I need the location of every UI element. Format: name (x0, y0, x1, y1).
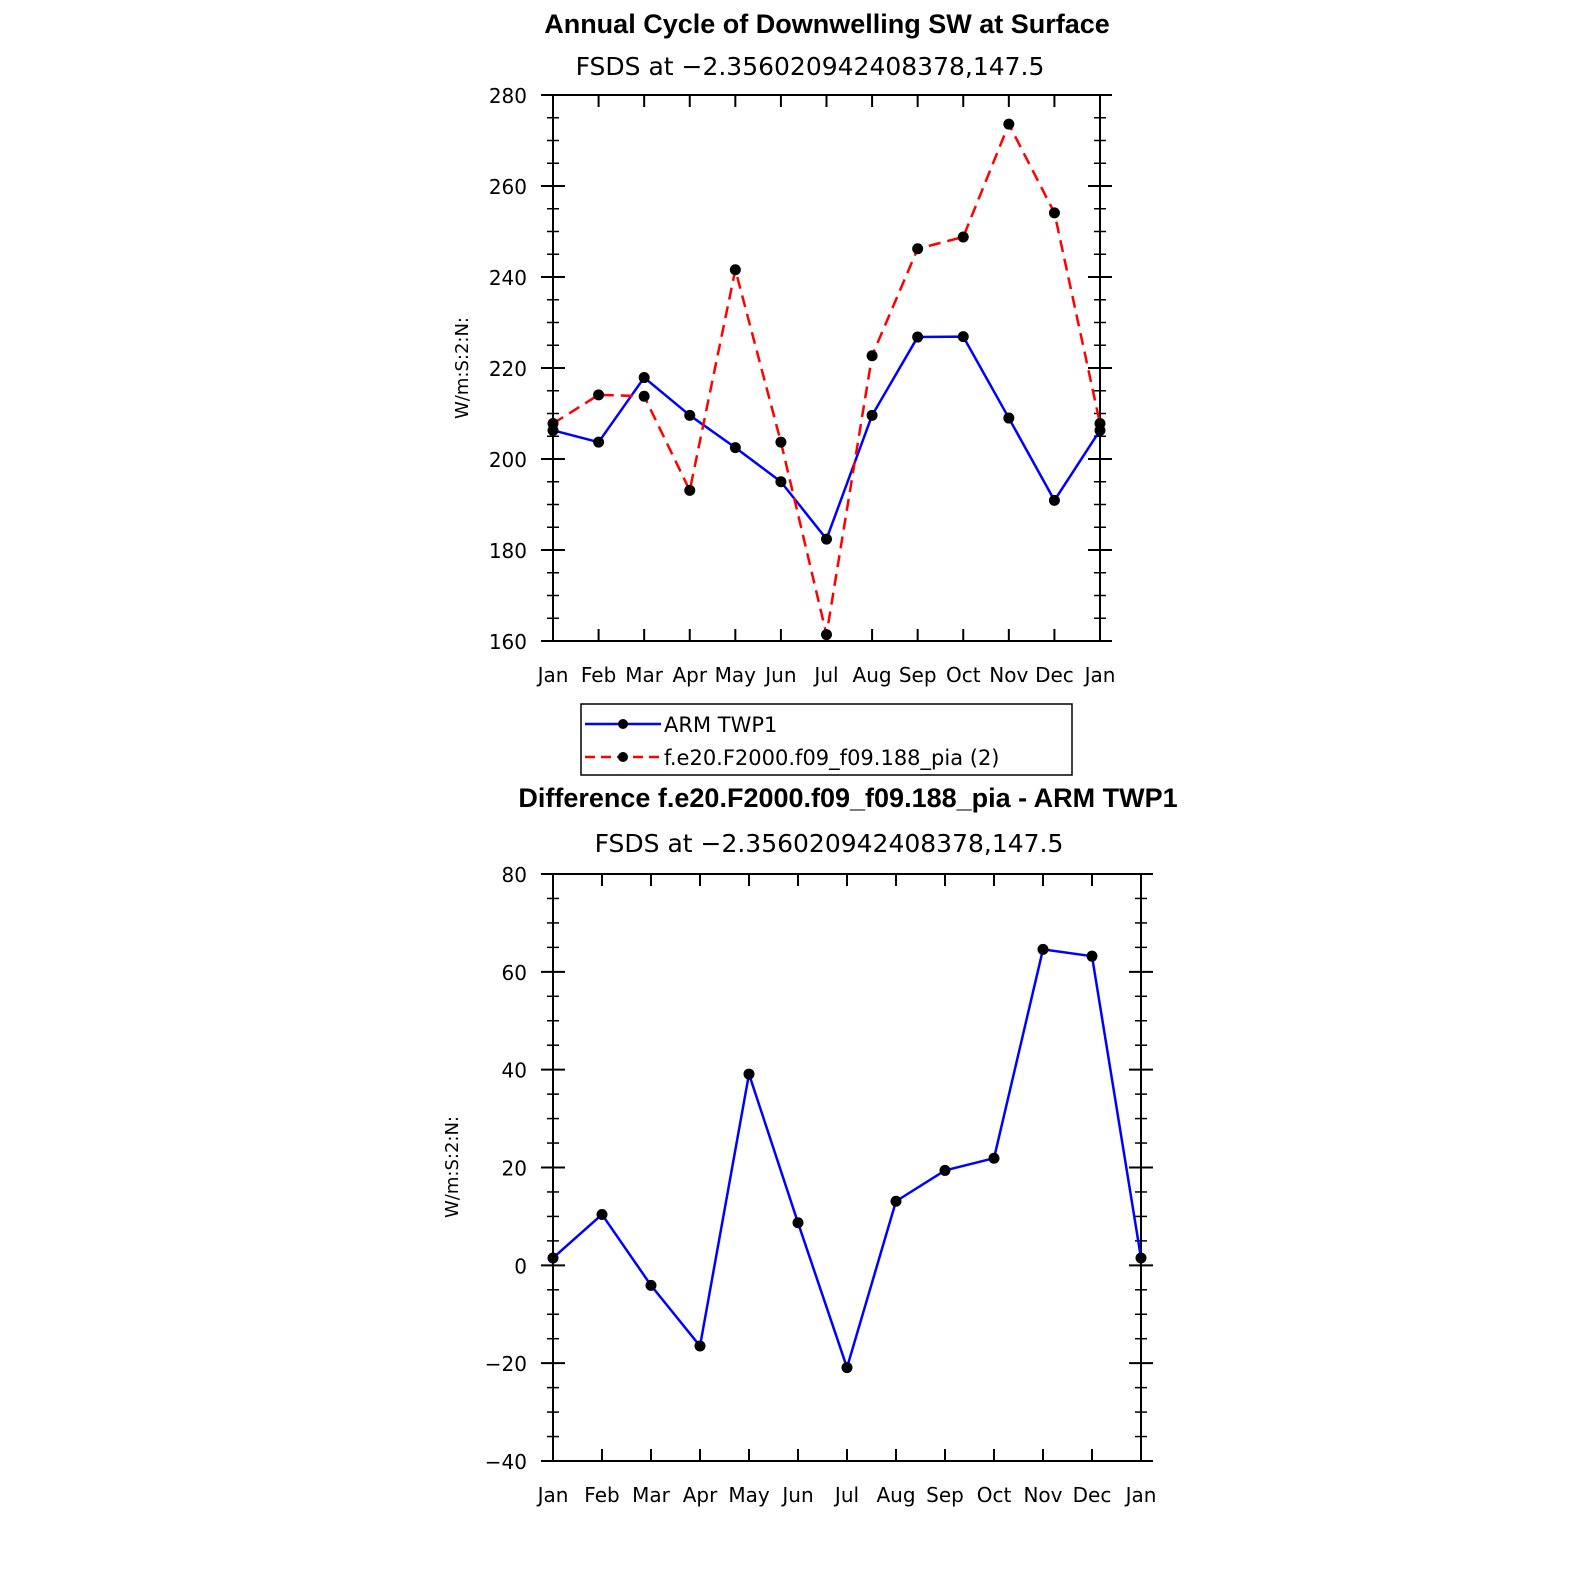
x-tick-label: Nov (989, 663, 1028, 687)
data-point-s0 (1135, 1252, 1147, 1264)
series-line-1 (552, 122, 1102, 636)
data-point-s1 (684, 484, 696, 496)
data-point-s0 (939, 1164, 951, 1176)
series-line-0 (552, 948, 1143, 1369)
legend-label-model: f.e20.F2000.f09_f09.188_pia (2) (664, 746, 1000, 771)
data-point-s0 (1003, 412, 1015, 424)
data-point-s0 (866, 409, 878, 421)
data-point-s1 (593, 389, 605, 401)
data-point-s1 (547, 418, 559, 430)
y-tick-label: −40 (485, 1450, 527, 1474)
x-tick-label: Apr (683, 1483, 718, 1507)
x-tick-label: Sep (899, 663, 937, 687)
chart-bottom-ylabel: W/m:S:2:N: (442, 1116, 463, 1218)
data-point-s0 (593, 436, 605, 448)
chart-top-title: Annual Cycle of Downwelling SW at Surfac… (544, 9, 1110, 39)
x-tick-label: Jun (763, 663, 796, 687)
data-point-s0 (596, 1208, 608, 1220)
y-tick-label: 160 (489, 630, 527, 654)
data-point-s0 (912, 331, 924, 343)
x-tick-label: May (715, 663, 757, 687)
data-point-s0 (841, 1362, 853, 1374)
y-tick-label: 200 (489, 448, 527, 472)
data-point-s1 (912, 243, 924, 255)
legend-box (580, 703, 1073, 776)
x-tick-label: May (728, 1483, 770, 1507)
x-tick-label: Jul (833, 1483, 859, 1507)
data-point-s0 (1086, 950, 1098, 962)
y-tick-label: 280 (489, 84, 527, 108)
x-tick-label: Jun (780, 1483, 813, 1507)
x-tick-label: Mar (625, 663, 664, 687)
legend-marker-model (618, 752, 628, 762)
chart-bottom-plot-area: Jan Feb Mar Apr May Jun Jul Aug Sep Oct Nov Dec Jan−… (485, 863, 1157, 1507)
y-tick-label: 240 (489, 266, 527, 290)
x-tick-label: Oct (977, 1483, 1012, 1507)
legend-marker-arm-twp1 (618, 719, 628, 729)
x-tick-label: Apr (672, 663, 707, 687)
chart-top-legend: ARM TWP1 f.e20.F2000.f09_f09.188_pia (2) (580, 703, 1073, 776)
data-point-s0 (775, 476, 787, 488)
data-point-s0 (1037, 943, 1049, 955)
y-tick-label: −20 (485, 1352, 527, 1376)
data-point-s1 (638, 390, 650, 402)
y-tick-label: 220 (489, 357, 527, 381)
x-tick-label: Feb (581, 663, 616, 687)
data-point-s0 (694, 1340, 706, 1352)
data-point-s1 (1094, 418, 1106, 430)
chart-bottom: Difference f.e20.F2000.f09_f09.188_pia -… (442, 783, 1178, 1507)
x-tick-label: Oct (946, 663, 981, 687)
data-point-s1 (729, 264, 741, 276)
data-point-s0 (821, 533, 832, 545)
chart-bottom-title: Difference f.e20.F2000.f09_f09.188_pia -… (518, 783, 1177, 813)
chart-top-subtitle: FSDS at −2.356020942408378,147.5 (576, 52, 1045, 81)
data-point-s1 (821, 629, 832, 641)
data-point-s0 (1048, 494, 1060, 506)
plot-frame (552, 94, 1101, 642)
data-point-s1 (957, 231, 969, 243)
y-tick-label: 20 (502, 1157, 527, 1181)
y-tick-label: 180 (489, 539, 527, 563)
x-tick-label: Aug (876, 1483, 915, 1507)
x-tick-label: Jan (1083, 663, 1116, 687)
x-tick-label: Sep (926, 1483, 964, 1507)
y-tick-label: 60 (502, 961, 527, 985)
x-tick-label: Jan (536, 663, 569, 687)
x-tick-label: Jul (812, 663, 838, 687)
data-point-s0 (988, 1152, 1000, 1164)
chart-bottom-subtitle: FSDS at −2.356020942408378,147.5 (595, 829, 1064, 858)
x-tick-label: Dec (1073, 1483, 1112, 1507)
x-tick-label: Jan (1124, 1483, 1157, 1507)
data-point-s0 (638, 372, 650, 384)
data-point-s1 (866, 350, 878, 362)
x-tick-label: Feb (584, 1483, 619, 1507)
data-point-s0 (792, 1217, 804, 1229)
data-point-s0 (645, 1279, 657, 1291)
y-tick-label: 40 (502, 1059, 527, 1083)
data-point-s0 (684, 409, 696, 421)
data-point-s1 (775, 436, 787, 448)
x-tick-label: Mar (632, 1483, 671, 1507)
series-line-0 (552, 335, 1102, 541)
y-tick-label: 80 (502, 863, 527, 887)
data-point-s0 (890, 1195, 902, 1207)
data-point-s0 (957, 331, 969, 343)
chart-top-plot-area: Jan Feb Mar Apr May Jun Jul Aug Sep Oct Nov Dec Jan 1… (489, 84, 1116, 687)
chart-top: Annual Cycle of Downwelling SW at Surfac… (452, 9, 1116, 776)
data-point-s0 (743, 1068, 755, 1080)
data-point-s1 (1048, 207, 1060, 219)
data-point-s0 (547, 1252, 559, 1264)
legend-label-arm-twp1: ARM TWP1 (664, 713, 777, 737)
x-tick-label: Jan (536, 1483, 569, 1507)
data-point-s0 (729, 442, 741, 454)
chart-top-ylabel: W/m:S:2:N: (452, 317, 473, 419)
data-point-s1 (1003, 118, 1015, 130)
x-tick-label: Nov (1023, 1483, 1062, 1507)
x-tick-label: Aug (853, 663, 892, 687)
y-tick-label: 260 (489, 175, 527, 199)
y-tick-label: 0 (514, 1254, 527, 1278)
x-tick-label: Dec (1035, 663, 1074, 687)
